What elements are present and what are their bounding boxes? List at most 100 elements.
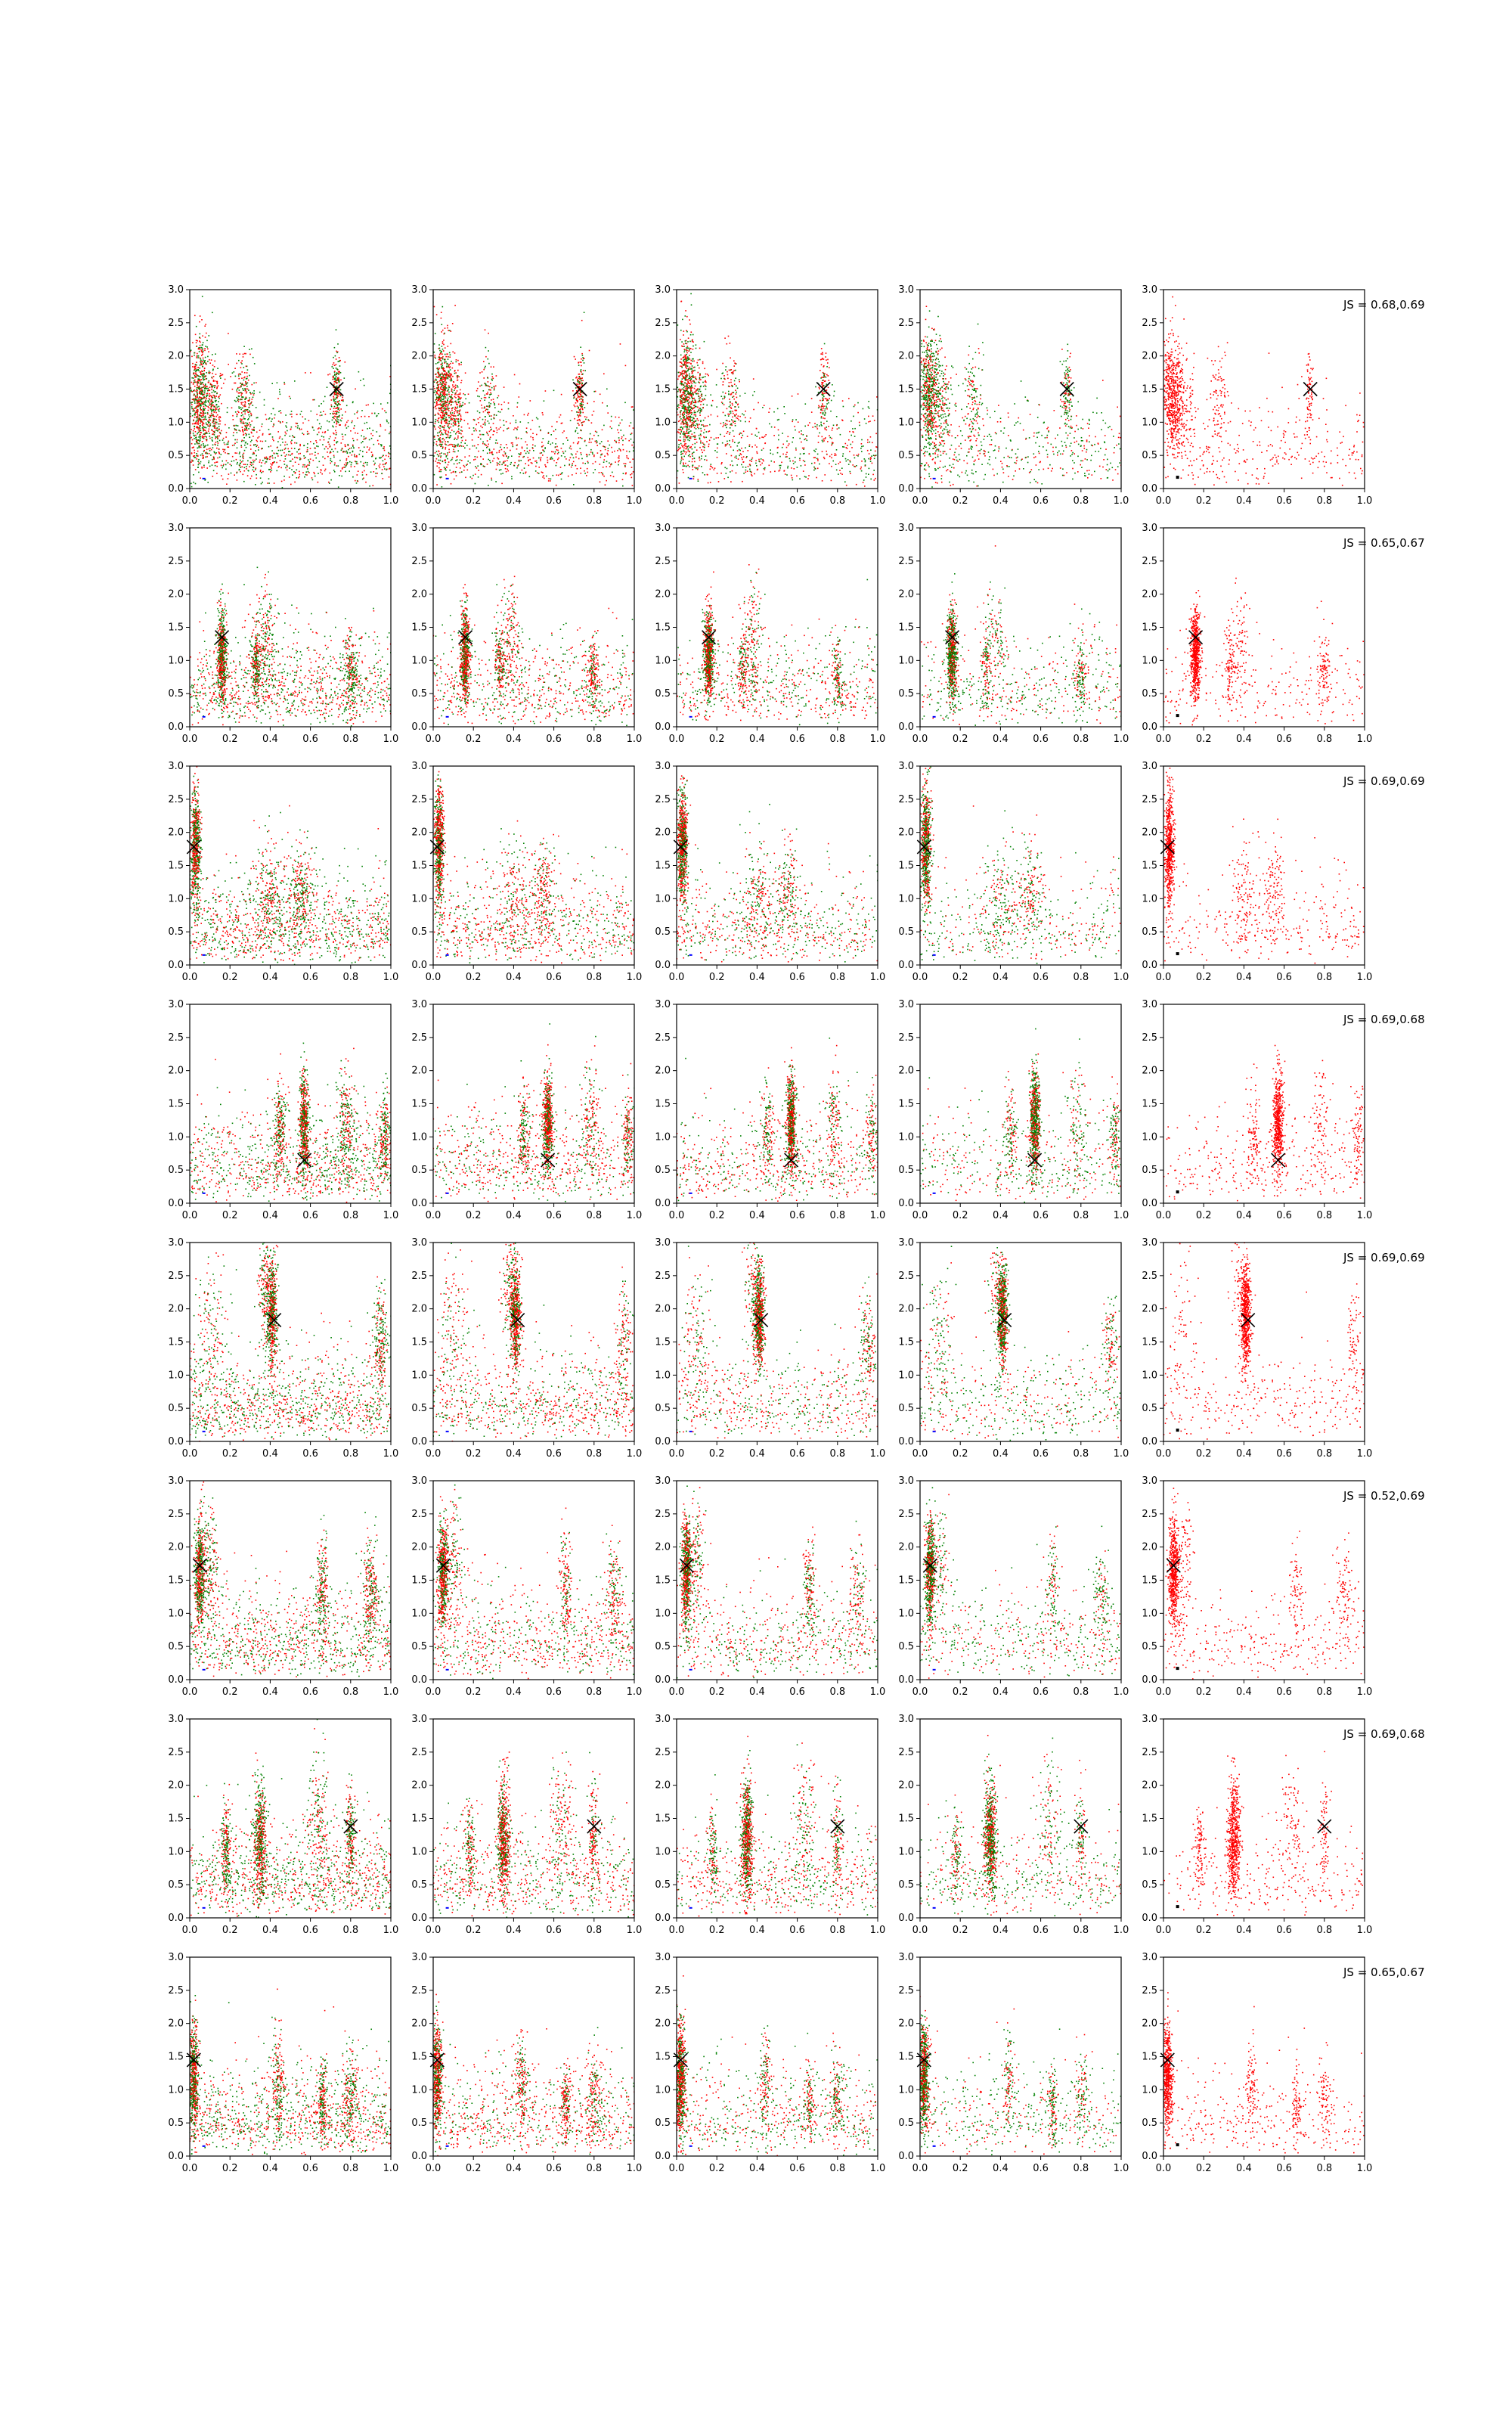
red-point <box>209 448 210 450</box>
red-point <box>463 393 464 395</box>
green-point <box>218 406 220 408</box>
green-point <box>277 441 279 442</box>
green-point <box>253 357 254 358</box>
red-point <box>451 408 453 410</box>
green-point <box>441 445 442 447</box>
red-point <box>842 400 844 402</box>
red-point <box>219 453 221 455</box>
green-point <box>440 382 442 383</box>
red-point <box>631 467 633 468</box>
red-point <box>285 442 287 443</box>
red-point <box>467 424 469 425</box>
red-point <box>357 433 358 434</box>
red-point <box>206 364 207 365</box>
red-point <box>388 456 389 458</box>
red-point <box>482 458 484 460</box>
green-point <box>200 391 202 392</box>
red-point <box>371 413 373 414</box>
green-point <box>469 402 470 404</box>
green-point <box>447 424 448 425</box>
green-point <box>294 448 296 449</box>
green-point <box>237 442 238 443</box>
red-point <box>554 453 556 455</box>
green-point <box>593 472 594 473</box>
red-point <box>437 389 438 390</box>
green-point <box>236 473 237 474</box>
green-point <box>534 445 536 447</box>
green-point <box>852 428 854 430</box>
red-point <box>291 416 293 417</box>
red-point <box>212 377 213 379</box>
green-point <box>215 400 217 402</box>
green-point <box>203 351 204 352</box>
red-point <box>207 414 209 415</box>
red-point <box>376 476 377 477</box>
red-point <box>451 377 452 378</box>
red-point <box>444 425 445 427</box>
red-point <box>197 340 198 342</box>
green-point <box>449 330 451 331</box>
green-point <box>335 379 336 380</box>
red-point <box>684 451 686 453</box>
red-point <box>209 429 210 430</box>
green-point <box>203 363 204 365</box>
green-point <box>362 441 364 442</box>
red-point <box>499 450 500 451</box>
green-point <box>735 377 736 379</box>
red-point <box>260 441 262 442</box>
red-point <box>206 333 207 334</box>
red-point <box>202 441 203 442</box>
red-point <box>260 470 262 471</box>
red-point <box>350 430 352 432</box>
red-point <box>487 440 488 442</box>
green-point <box>237 448 238 449</box>
red-point <box>736 393 737 395</box>
green-point <box>246 398 247 399</box>
red-point <box>451 444 453 445</box>
green-point <box>211 411 212 413</box>
red-point <box>380 426 382 427</box>
green-point <box>491 374 493 375</box>
green-point <box>448 387 450 389</box>
red-point <box>235 383 237 384</box>
red-point <box>197 458 198 460</box>
green-point <box>448 442 449 443</box>
red-point <box>540 460 541 461</box>
red-point <box>363 463 364 464</box>
green-point <box>824 414 826 416</box>
red-point <box>607 440 609 442</box>
red-point <box>339 424 340 426</box>
red-point <box>438 368 440 369</box>
red-point <box>478 422 479 424</box>
red-point <box>250 464 252 465</box>
green-point <box>551 457 553 458</box>
green-point <box>445 385 446 386</box>
green-point <box>284 464 286 465</box>
green-point <box>675 412 677 414</box>
red-point <box>588 420 590 421</box>
red-point <box>476 430 477 432</box>
red-point <box>820 412 822 414</box>
red-point <box>485 422 486 424</box>
green-point <box>507 465 509 467</box>
green-point <box>451 420 452 421</box>
green-point <box>373 403 374 405</box>
red-point <box>337 411 339 412</box>
red-point <box>441 422 442 424</box>
green-point <box>197 394 198 396</box>
green-point <box>572 380 574 381</box>
red-point <box>442 341 444 343</box>
green-point <box>678 444 680 445</box>
green-point <box>209 466 211 467</box>
y-tick-label: 0.0 <box>168 483 184 495</box>
green-point <box>538 458 540 459</box>
red-point <box>197 455 199 457</box>
red-point <box>236 353 237 355</box>
red-point <box>614 451 615 452</box>
green-point <box>739 379 740 380</box>
red-point <box>469 448 471 450</box>
red-point <box>236 363 237 365</box>
red-point <box>327 374 329 376</box>
red-point <box>197 405 199 407</box>
red-point <box>215 419 217 420</box>
